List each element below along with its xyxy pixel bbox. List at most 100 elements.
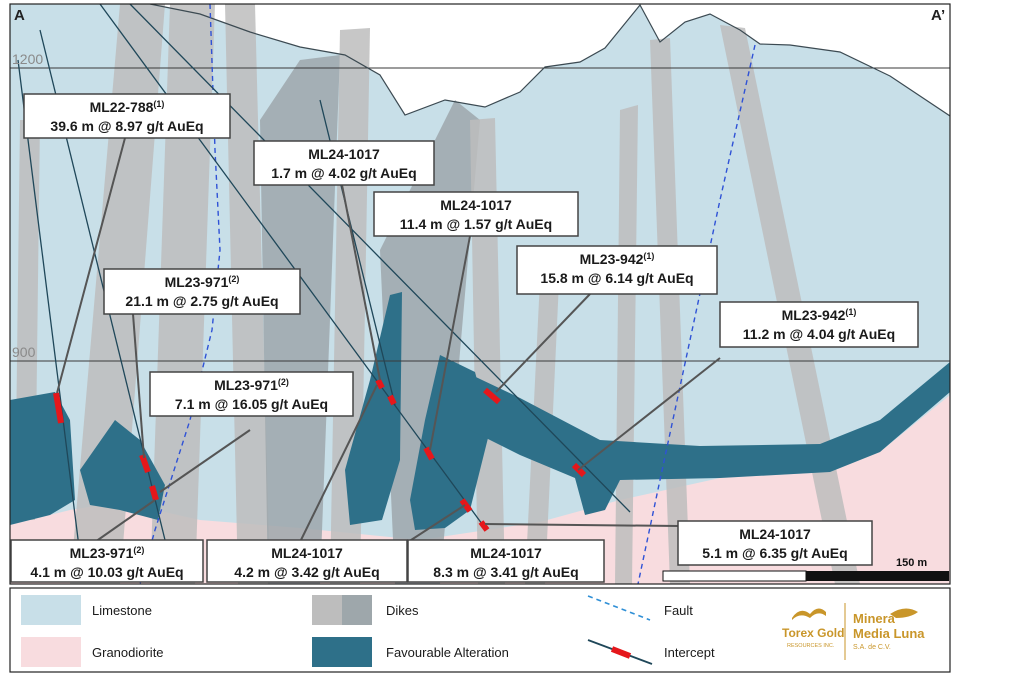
intercept-callout: ML23-971(2) 7.1 m @ 16.05 g/t AuEq — [149, 371, 354, 417]
favourable-alteration-zone — [440, 360, 950, 515]
callout-interval: 11.4 m @ 1.57 g/t AuEq — [400, 216, 552, 232]
section-frame — [9, 3, 951, 585]
leader-arrow — [495, 293, 591, 393]
favourable-alteration-zone — [10, 392, 75, 525]
intercept-marker — [149, 485, 159, 501]
callout-hole-id: ML23-971(2) — [165, 274, 240, 290]
callout-interval: 5.1 m @ 6.35 g/t AuEq — [702, 545, 847, 561]
callout-box — [677, 520, 873, 566]
legend-frame — [9, 587, 951, 673]
leader-arrow — [429, 235, 471, 451]
fault-line — [637, 44, 756, 584]
torex-logo-subtitle: RESOURCES INC. — [787, 643, 835, 649]
scale-bar: 150 m — [662, 557, 949, 582]
leader-arrow — [159, 429, 251, 493]
intercept-callout: ML23-971(2) 4.1 m @ 10.03 g/t AuEq — [10, 539, 204, 583]
callout-box — [719, 301, 919, 348]
leader-arrows — [56, 137, 721, 543]
callout-footnote-marker: (1) — [153, 99, 164, 109]
callout-hole-id: ML22-788(1) — [90, 99, 165, 115]
intercept-callout: ML22-788(1) 39.6 m @ 8.97 g/t AuEq — [23, 93, 231, 139]
elevation-label-1200: 1200 — [12, 51, 43, 67]
media-luna-logo-line3: S.A. de C.V. — [853, 644, 891, 651]
drill-trace — [17, 59, 81, 556]
leader-arrow — [56, 137, 126, 394]
intercept-callout: ML23-942(1) 15.8 m @ 6.14 g/t AuEq — [516, 245, 718, 295]
scale-bar-label: 150 m — [896, 557, 927, 569]
intercept-callout: ML24-1017 4.2 m @ 3.42 g/t AuEq — [206, 539, 408, 583]
callout-hole-id: ML23-971(2) — [214, 377, 289, 393]
torex-logo-mark — [792, 608, 826, 620]
callout-interval: 11.2 m @ 4.04 g/t AuEq — [743, 326, 895, 342]
section-end-label: A’ — [931, 7, 945, 24]
scale-bar-black — [806, 571, 949, 581]
intercept-callout: ML24-1017 1.7 m @ 4.02 g/t AuEq — [253, 140, 435, 186]
media-luna-logo-line1: Minera — [853, 611, 896, 626]
legend-label-dikes: Dikes — [386, 603, 419, 618]
torex-gold-logo: Torex Gold RESOURCES INC. — [782, 608, 844, 649]
legend-swatch-dike-dark — [342, 595, 372, 625]
callout-hole-id: ML23-942(1) — [782, 307, 857, 323]
intercept-marker — [459, 498, 473, 513]
intercept-marker — [387, 394, 397, 406]
callout-footnote-marker: (1) — [643, 251, 654, 261]
callout-interval: 39.6 m @ 8.97 g/t AuEq — [50, 118, 203, 134]
callout-box — [103, 268, 301, 315]
legend-symbol-fault — [587, 595, 651, 621]
callout-interval: 1.7 m @ 4.02 g/t AuEq — [271, 165, 416, 181]
leader-arrow — [132, 313, 145, 459]
media-luna-logo-line2: Media Luna — [853, 626, 925, 641]
drill-trace — [99, 4, 486, 529]
legend-swatch-granodiorite — [21, 637, 81, 667]
callout-hole-id: ML24-1017 — [470, 545, 542, 561]
callout-box — [206, 539, 408, 583]
dike — [260, 55, 340, 584]
callout-hole-id: ML23-942(1) — [580, 251, 655, 267]
callout-box — [10, 539, 204, 583]
callout-layer: ML22-788(1) 39.6 m @ 8.97 g/t AuEq ML24-10… — [10, 93, 919, 583]
legend-label-fault: Fault — [664, 603, 693, 618]
callout-hole-id: ML24-1017 — [308, 146, 380, 162]
legend: Limestone Granodiorite Dikes Favourable … — [9, 587, 951, 673]
fault-line — [139, 4, 221, 584]
favourable-alteration-zone — [80, 420, 165, 520]
callout-hole-id: ML24-1017 — [739, 526, 811, 542]
legend-label-alteration: Favourable Alteration — [386, 645, 509, 660]
leader-arrow — [299, 384, 378, 543]
leader-arrow — [341, 184, 381, 381]
callout-hole-id: ML24-1017 — [440, 197, 512, 213]
legend-swatch-dike-light — [312, 595, 342, 625]
intercept-callout: ML24-1017 8.3 m @ 3.41 g/t AuEq — [407, 539, 605, 583]
callout-interval: 8.3 m @ 3.41 g/t AuEq — [433, 564, 578, 580]
callout-footnote-marker: (1) — [845, 307, 856, 317]
legend-swatch-limestone — [21, 595, 81, 625]
callout-hole-id: ML23-971(2) — [70, 545, 145, 561]
intercept-marker — [423, 446, 435, 461]
intercept-callout: ML23-971(2) 21.1 m @ 2.75 g/t AuEq — [103, 268, 301, 315]
intercept-callout: ML24-1017 11.4 m @ 1.57 g/t AuEq — [373, 191, 579, 237]
legend-label-limestone: Limestone — [92, 603, 152, 618]
callout-box — [516, 245, 718, 295]
favourable-alteration-zone — [345, 292, 402, 525]
intercept-marker — [53, 392, 64, 424]
topography-outline — [149, 4, 950, 117]
callout-footnote-marker: (2) — [228, 274, 239, 284]
callout-interval: 15.8 m @ 6.14 g/t AuEq — [540, 270, 693, 286]
legend-swatch-alteration — [312, 637, 372, 667]
drill-trace — [129, 4, 631, 513]
intercept-callout: ML23-942(1) 11.2 m @ 4.04 g/t AuEq — [719, 301, 919, 348]
intercept-marker — [375, 378, 385, 390]
minera-media-luna-logo: Minera Media Luna S.A. de C.V. — [853, 608, 925, 651]
callout-interval: 4.1 m @ 10.03 g/t AuEq — [30, 564, 183, 580]
callout-box — [23, 93, 231, 139]
callout-interval: 7.1 m @ 16.05 g/t AuEq — [175, 396, 328, 412]
callout-interval: 21.1 m @ 2.75 g/t AuEq — [125, 293, 278, 309]
media-luna-logo-mark — [890, 608, 918, 618]
callout-footnote-marker: (2) — [278, 377, 289, 387]
section-start-label: A — [14, 7, 25, 24]
callout-hole-id: ML24-1017 — [271, 545, 343, 561]
intercept-callout: ML24-1017 5.1 m @ 6.35 g/t AuEq — [677, 520, 873, 566]
intercept-marker — [478, 520, 490, 532]
scale-bar-white — [662, 570, 807, 582]
